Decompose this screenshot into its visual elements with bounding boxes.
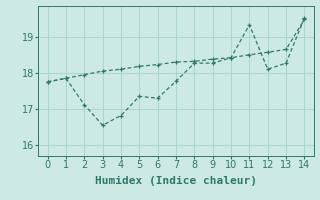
X-axis label: Humidex (Indice chaleur): Humidex (Indice chaleur) (95, 176, 257, 186)
